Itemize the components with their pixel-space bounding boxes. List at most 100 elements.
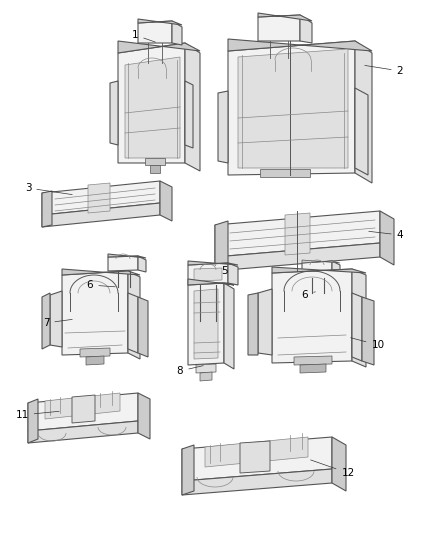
Polygon shape xyxy=(320,294,328,301)
Polygon shape xyxy=(42,293,50,349)
Polygon shape xyxy=(258,15,300,41)
Polygon shape xyxy=(334,303,342,309)
Polygon shape xyxy=(138,21,172,43)
Polygon shape xyxy=(258,13,312,21)
Text: 6: 6 xyxy=(87,280,115,290)
Polygon shape xyxy=(86,356,104,365)
Text: 3: 3 xyxy=(25,183,72,195)
Text: 10: 10 xyxy=(351,338,385,350)
Text: 7: 7 xyxy=(42,318,72,328)
Polygon shape xyxy=(228,39,372,51)
Polygon shape xyxy=(215,221,228,271)
Polygon shape xyxy=(128,271,140,359)
Polygon shape xyxy=(355,41,372,183)
Polygon shape xyxy=(50,291,62,347)
Polygon shape xyxy=(355,88,368,175)
Polygon shape xyxy=(126,288,134,295)
Polygon shape xyxy=(212,327,220,333)
Polygon shape xyxy=(332,261,340,279)
Polygon shape xyxy=(118,43,185,163)
Polygon shape xyxy=(28,393,138,431)
Polygon shape xyxy=(196,319,204,325)
Polygon shape xyxy=(80,348,110,357)
Polygon shape xyxy=(248,293,258,355)
Polygon shape xyxy=(28,399,38,443)
Polygon shape xyxy=(188,283,224,365)
Polygon shape xyxy=(194,289,218,359)
Polygon shape xyxy=(42,181,160,215)
Text: 11: 11 xyxy=(15,410,59,420)
Polygon shape xyxy=(294,356,332,365)
Polygon shape xyxy=(45,393,120,419)
Polygon shape xyxy=(224,283,234,369)
Polygon shape xyxy=(196,325,204,331)
Polygon shape xyxy=(200,372,212,381)
Polygon shape xyxy=(215,211,380,257)
Polygon shape xyxy=(42,203,160,227)
Polygon shape xyxy=(185,43,200,171)
Polygon shape xyxy=(42,191,52,227)
Polygon shape xyxy=(352,293,362,361)
Polygon shape xyxy=(182,437,332,481)
Polygon shape xyxy=(118,41,200,53)
Polygon shape xyxy=(72,395,95,423)
Polygon shape xyxy=(182,469,332,495)
Polygon shape xyxy=(196,364,216,373)
Polygon shape xyxy=(110,81,118,145)
Text: 12: 12 xyxy=(311,460,355,478)
Polygon shape xyxy=(138,393,150,439)
Polygon shape xyxy=(185,81,193,148)
Polygon shape xyxy=(260,169,310,177)
Polygon shape xyxy=(62,271,128,355)
Polygon shape xyxy=(114,286,122,293)
Polygon shape xyxy=(218,91,228,163)
Polygon shape xyxy=(88,183,110,213)
Polygon shape xyxy=(108,256,138,271)
Polygon shape xyxy=(308,299,316,305)
Polygon shape xyxy=(108,254,146,258)
Polygon shape xyxy=(285,213,310,255)
Polygon shape xyxy=(380,211,394,265)
Text: 8: 8 xyxy=(177,366,203,376)
Polygon shape xyxy=(308,292,316,299)
Polygon shape xyxy=(145,158,165,165)
Polygon shape xyxy=(182,445,194,495)
Polygon shape xyxy=(125,57,180,158)
Polygon shape xyxy=(28,421,138,443)
Polygon shape xyxy=(194,268,222,281)
Polygon shape xyxy=(126,295,134,301)
Polygon shape xyxy=(205,437,308,467)
Polygon shape xyxy=(138,297,148,357)
Polygon shape xyxy=(334,296,342,303)
Polygon shape xyxy=(114,293,122,299)
Polygon shape xyxy=(352,269,366,367)
Polygon shape xyxy=(240,441,270,473)
Polygon shape xyxy=(300,15,312,43)
Text: 5: 5 xyxy=(215,265,227,276)
Polygon shape xyxy=(172,21,182,45)
Polygon shape xyxy=(228,263,238,285)
Polygon shape xyxy=(62,269,140,275)
Polygon shape xyxy=(228,41,355,175)
Text: 2: 2 xyxy=(365,66,403,76)
Polygon shape xyxy=(332,437,346,491)
Text: 1: 1 xyxy=(132,30,155,42)
Polygon shape xyxy=(188,279,234,285)
Polygon shape xyxy=(150,165,160,173)
Polygon shape xyxy=(128,293,138,353)
Polygon shape xyxy=(215,243,380,271)
Polygon shape xyxy=(238,49,348,168)
Polygon shape xyxy=(160,181,172,221)
Polygon shape xyxy=(300,364,326,373)
Polygon shape xyxy=(362,297,374,365)
Polygon shape xyxy=(188,261,238,265)
Polygon shape xyxy=(138,19,182,25)
Polygon shape xyxy=(302,261,332,278)
Polygon shape xyxy=(302,260,340,263)
Polygon shape xyxy=(212,321,220,327)
Polygon shape xyxy=(272,269,352,363)
Text: 4: 4 xyxy=(369,230,403,240)
Polygon shape xyxy=(258,289,272,355)
Polygon shape xyxy=(188,263,228,285)
Polygon shape xyxy=(320,301,328,307)
